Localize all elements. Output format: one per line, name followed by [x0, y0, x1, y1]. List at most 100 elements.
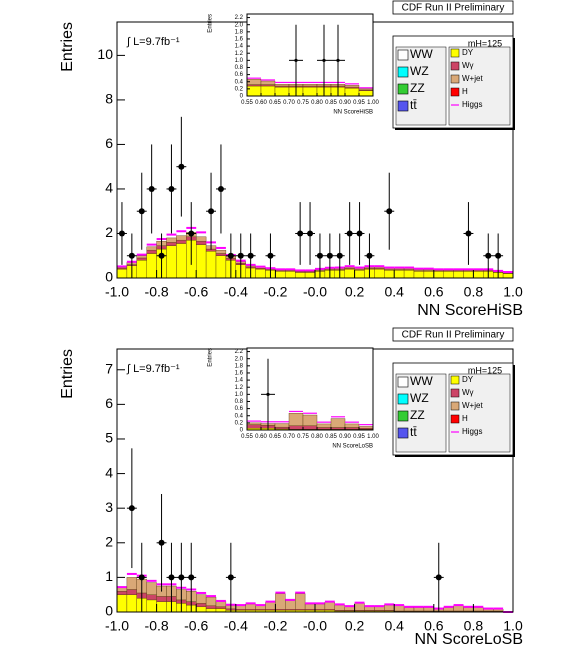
data-point	[188, 230, 195, 237]
data-point	[267, 252, 274, 259]
data-point	[297, 230, 304, 237]
plot-border	[246, 347, 374, 431]
stack-bar	[394, 270, 405, 279]
stack-bar	[302, 425, 318, 430]
legend-label: DY	[462, 375, 474, 384]
stack-bar	[374, 267, 385, 269]
data-point	[336, 252, 343, 259]
stack-bar	[156, 601, 167, 613]
stack-bar	[316, 427, 332, 430]
x-tick-label: 0.4	[384, 283, 404, 299]
data-point	[247, 252, 254, 259]
x-tick-label: 0.55	[241, 100, 253, 106]
x-axis-label: NN ScoreLoSB	[415, 631, 524, 648]
legend-swatch	[450, 74, 460, 84]
x-tick-label: -0.0	[303, 617, 327, 633]
data-point	[178, 163, 185, 170]
stack-bar	[245, 603, 256, 610]
stack-bar	[146, 582, 157, 595]
stack-bar	[195, 244, 207, 279]
stack-bar	[453, 271, 464, 279]
stack-bar	[215, 249, 227, 254]
y-tick-label: 1.2	[235, 51, 244, 57]
legend-label: H	[462, 87, 468, 96]
legend-swatch	[397, 100, 409, 112]
y-tick-label: 1.8	[235, 363, 244, 369]
stack-bar	[358, 426, 374, 429]
x-tick-label: -0.2	[263, 617, 287, 633]
stack-bar	[384, 270, 395, 279]
data-point	[138, 208, 145, 215]
stack-bar	[344, 267, 355, 269]
y-tick-label: 2.2	[235, 349, 244, 355]
legend-swatch	[397, 410, 409, 422]
x-tick-label: 0.8	[464, 283, 484, 299]
stack-bar	[423, 271, 434, 279]
x-tick-label: -0.6	[184, 617, 208, 633]
stack-bar	[166, 237, 177, 243]
y-tick-label: 0.6	[235, 72, 244, 78]
y-tick-label: 8	[105, 91, 113, 107]
y-tick-label: 6	[105, 135, 113, 151]
x-tick-label: -1.0	[105, 617, 129, 633]
data-point	[217, 185, 224, 192]
data-point	[266, 392, 270, 396]
x-tick-label: 0.8	[464, 617, 484, 633]
stack-bar	[215, 253, 227, 256]
x-tick-label: -0.8	[145, 283, 169, 299]
x-tick-label: 1.00	[367, 434, 379, 440]
stack-bar	[358, 88, 374, 91]
stack-bar	[374, 606, 385, 611]
y-tick-label: 0	[105, 603, 113, 619]
stack-bar	[413, 271, 425, 279]
legend-label: ZZ	[410, 81, 425, 95]
stack-bar	[205, 605, 217, 609]
stack-bar	[275, 271, 286, 279]
stack-bar	[502, 273, 514, 279]
y-axis-label: Entries	[208, 14, 214, 33]
x-tick-label: 0.75	[297, 434, 309, 440]
mass-label: mH=125	[468, 38, 502, 48]
lumi-annotation: ∫ L=9.7fb⁻¹	[126, 363, 180, 375]
legend-swatch	[450, 48, 460, 58]
x-tick-label: -1.0	[105, 283, 129, 299]
stack-bar	[302, 86, 318, 97]
x-tick-label: 1.00	[367, 100, 379, 106]
stack-bar	[246, 84, 262, 87]
x-tick-label: -0.0	[303, 283, 327, 299]
data-point	[346, 230, 353, 237]
stack-bar	[354, 270, 365, 279]
x-tick-label: 0.90	[339, 100, 351, 106]
legend-label: tt̄	[410, 425, 417, 439]
stack-bar	[215, 255, 227, 279]
legend-swatch	[450, 414, 460, 424]
data-point	[237, 252, 244, 259]
y-tick-label: 1.6	[235, 371, 244, 377]
legend-col	[448, 373, 511, 453]
stack-bar	[295, 272, 306, 279]
x-tick-label: 0.65	[269, 434, 281, 440]
legend-label: WW	[410, 47, 433, 61]
stack-bar	[302, 84, 318, 87]
data-point	[435, 574, 442, 581]
stack-bar	[246, 85, 262, 97]
y-tick-label: 2	[105, 533, 113, 549]
stack-bar	[255, 268, 266, 279]
stack-bar	[330, 418, 346, 428]
x-tick-label: -0.2	[263, 283, 287, 299]
x-tick-label: 0.95	[353, 434, 365, 440]
x-tick-label: 0.80	[311, 434, 323, 440]
data-point	[227, 574, 234, 581]
stack-bar	[304, 603, 316, 610]
x-axis-label: NN ScoreHiSB	[333, 110, 373, 116]
stack-bar	[136, 255, 147, 259]
legend-label: DY	[462, 48, 474, 57]
stack-bar	[394, 268, 405, 270]
data-point	[356, 230, 363, 237]
stack-bar	[358, 90, 374, 97]
data-point	[168, 185, 175, 192]
stack-bar	[126, 594, 138, 613]
y-tick-label: 0	[240, 428, 244, 434]
title-box	[392, 0, 514, 15]
